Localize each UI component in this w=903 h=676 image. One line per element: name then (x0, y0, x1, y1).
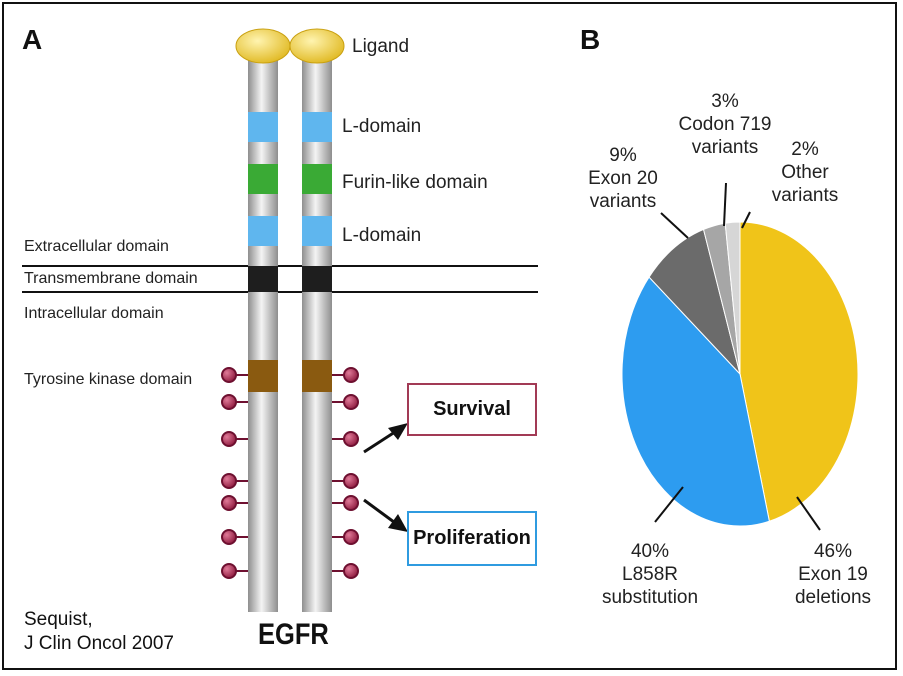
phospho-sites-right (332, 367, 359, 579)
label-exon19-line2: deletions (794, 587, 872, 608)
proliferation-box: Proliferation (407, 511, 537, 566)
label-l858r: 40% L858R substitution (580, 540, 720, 609)
tyrosine-kinase-label: Tyrosine kinase domain (24, 371, 193, 388)
leader-l858r (654, 486, 684, 523)
label-codon719-pct: 3% (711, 91, 739, 112)
receptor-right (302, 60, 332, 612)
leader-exon20 (660, 212, 689, 239)
label-other-line2: variants (771, 185, 839, 206)
panel-a-letter: A (22, 24, 43, 55)
intracellular-label: Intracellular domain (24, 305, 164, 322)
pie-chart (621, 221, 859, 527)
label-codon719: 3% Codon 719 variants (660, 90, 790, 159)
label-exon19-line1: Exon 19 (798, 564, 868, 585)
pie-slice-l858r (621, 276, 770, 527)
arrow-to-survival (363, 423, 408, 454)
label-l858r-pct: 40% (630, 541, 670, 562)
ligand-left (235, 28, 291, 64)
label-codon719-line2: variants (691, 137, 759, 158)
phospho-sites-left (221, 367, 248, 579)
pie-leader-lines (654, 182, 821, 531)
pie-slice-exon19 (739, 221, 859, 522)
l-domain-bottom-label: L-domain (342, 225, 422, 246)
transmembrane-label: Transmembrane domain (24, 270, 198, 287)
label-exon19-pct: 46% (813, 541, 853, 562)
label-other: 2% Other variants (755, 138, 855, 207)
extracellular-label: Extracellular domain (24, 238, 169, 255)
label-other-line1: Other (781, 162, 829, 183)
label-l858r-line1: L858R (622, 564, 678, 585)
pie-slice-other (724, 221, 741, 375)
label-codon719-line1: Codon 719 (678, 114, 772, 135)
survival-box: Survival (407, 383, 537, 436)
label-exon20-pct: 9% (609, 145, 637, 166)
egfr-label: EGFR (258, 618, 329, 651)
furin-label: Furin-like domain (342, 172, 488, 193)
panel-b-letter: B (580, 24, 601, 55)
citation-line-2: J Clin Oncol 2007 (24, 633, 174, 654)
pie-slice-exon20 (648, 228, 741, 376)
ligand-right (289, 28, 345, 64)
label-l858r-line2: substitution (601, 587, 699, 608)
label-exon19: 46% Exon 19 deletions (778, 540, 888, 609)
arrow-to-proliferation (363, 498, 408, 532)
leader-exon19 (796, 496, 821, 531)
citation-line-1: Sequist, (24, 609, 93, 630)
leader-codon719 (723, 182, 727, 227)
figure-frame (2, 2, 897, 670)
label-exon20: 9% Exon 20 variants (573, 144, 673, 213)
l-domain-top-label: L-domain (342, 116, 422, 137)
ligand-label: Ligand (352, 36, 410, 57)
leader-other (741, 211, 751, 229)
receptor-left (248, 60, 278, 612)
label-exon20-line1: Exon 20 (588, 168, 658, 189)
citation: Sequist, J Clin Oncol 2007 (24, 608, 174, 656)
label-other-pct: 2% (791, 139, 819, 160)
label-exon20-line2: variants (589, 191, 657, 212)
